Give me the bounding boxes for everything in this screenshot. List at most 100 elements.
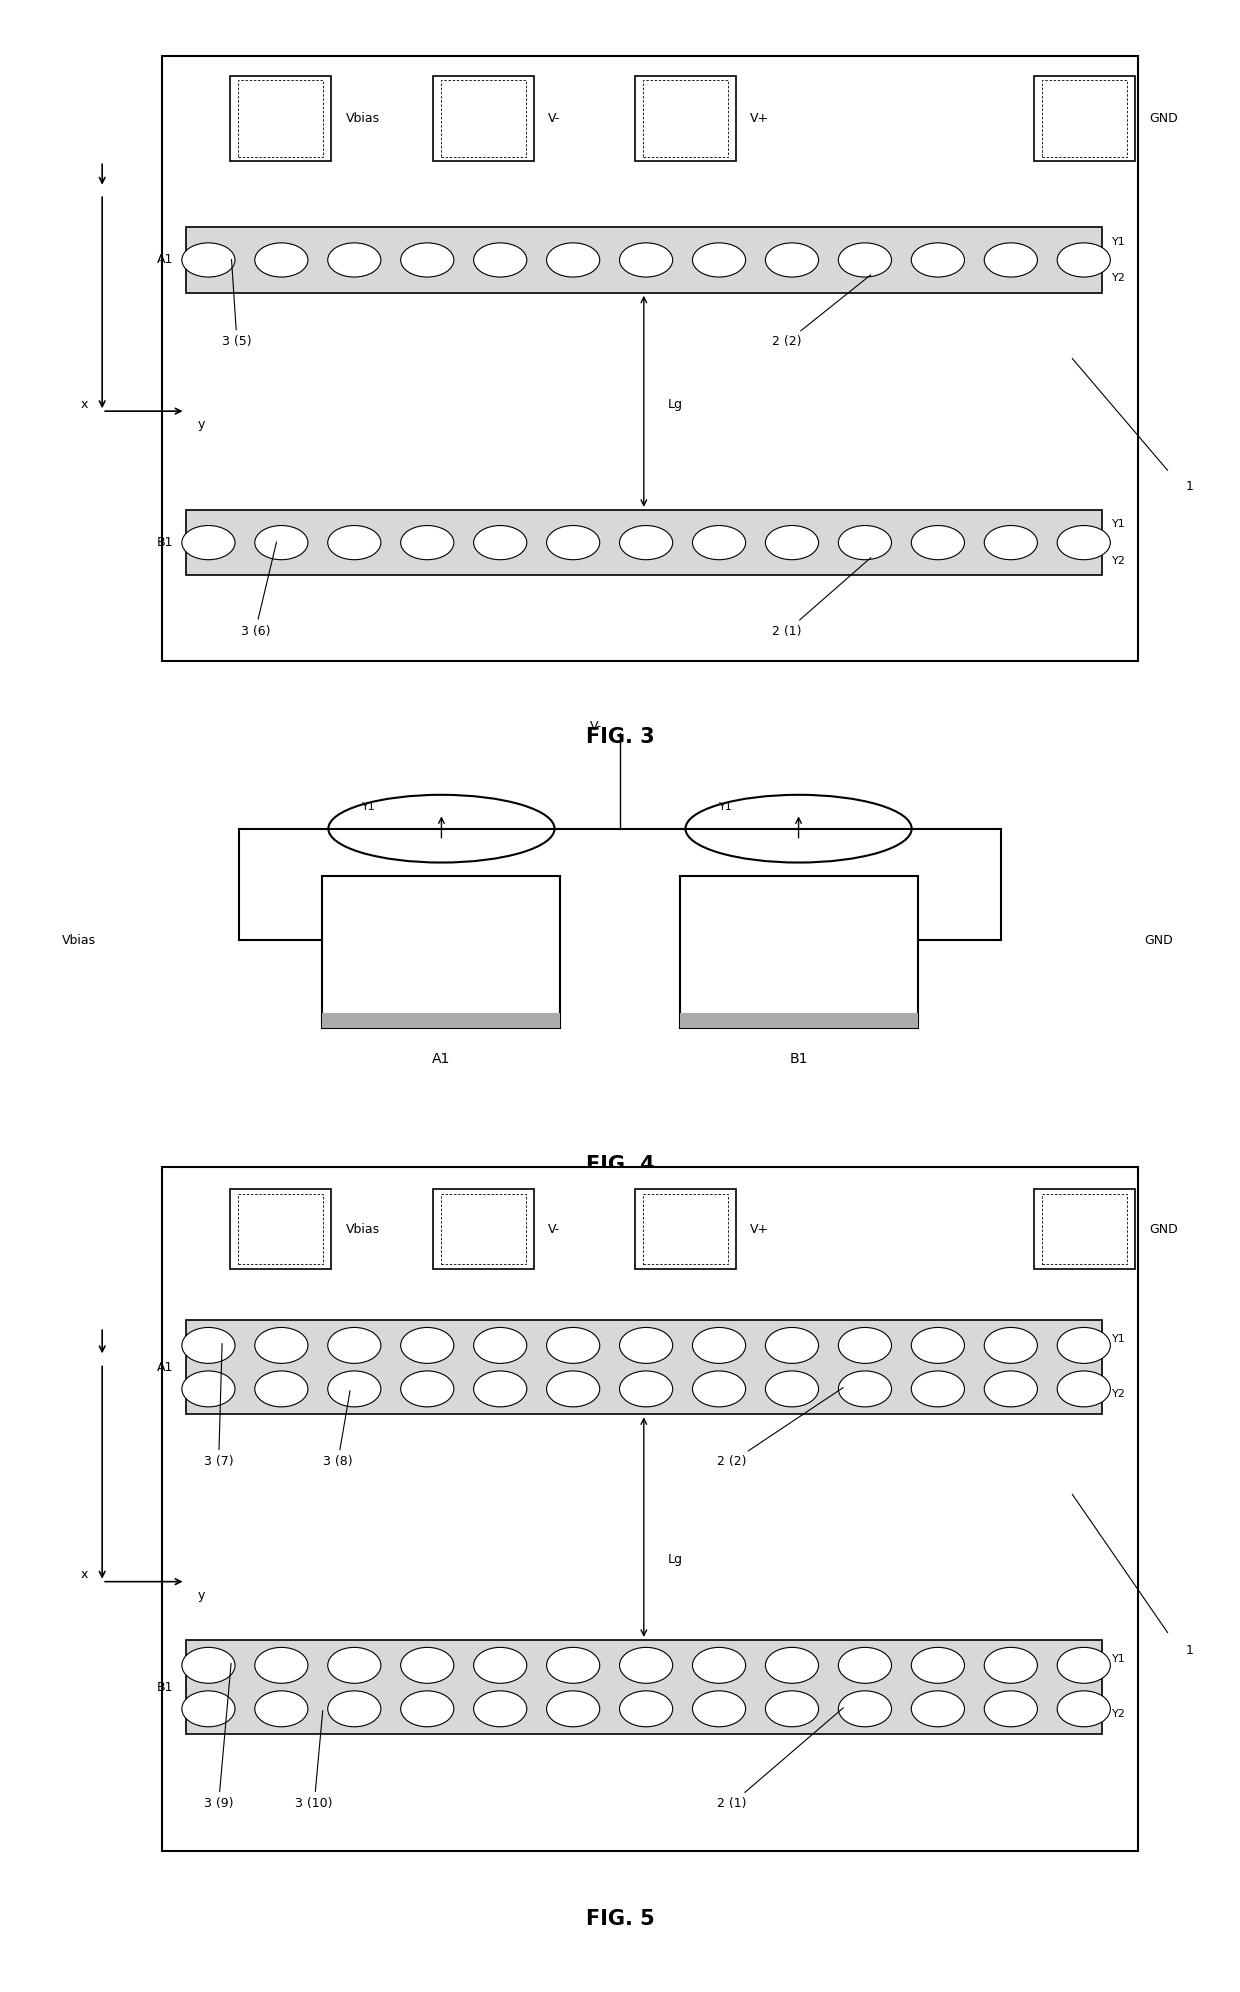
- Bar: [161, 1167, 1138, 1851]
- Ellipse shape: [327, 1691, 381, 1727]
- Ellipse shape: [985, 1327, 1038, 1363]
- Text: Vbias: Vbias: [346, 1223, 379, 1235]
- Text: B1: B1: [157, 536, 174, 550]
- Ellipse shape: [182, 243, 236, 277]
- Text: FIG. 5: FIG. 5: [585, 1908, 655, 1928]
- Ellipse shape: [838, 1370, 892, 1406]
- Ellipse shape: [327, 1370, 381, 1406]
- Ellipse shape: [254, 526, 308, 560]
- Ellipse shape: [765, 1327, 818, 1363]
- Text: B1: B1: [790, 1052, 807, 1066]
- Text: 3 (6): 3 (6): [241, 542, 277, 637]
- Ellipse shape: [765, 1691, 818, 1727]
- Ellipse shape: [620, 1370, 672, 1406]
- Text: FIG. 3: FIG. 3: [585, 727, 655, 747]
- Ellipse shape: [254, 1691, 308, 1727]
- Ellipse shape: [620, 1647, 672, 1683]
- Ellipse shape: [254, 1647, 308, 1683]
- Text: V-: V-: [590, 719, 603, 733]
- Text: Vbias: Vbias: [346, 112, 379, 125]
- Text: 3 (8): 3 (8): [322, 1390, 352, 1468]
- Ellipse shape: [474, 1691, 527, 1727]
- Ellipse shape: [327, 526, 381, 560]
- Ellipse shape: [547, 1647, 600, 1683]
- Ellipse shape: [692, 243, 745, 277]
- Ellipse shape: [547, 526, 600, 560]
- Ellipse shape: [182, 1647, 236, 1683]
- Text: V+: V+: [750, 1223, 770, 1235]
- Bar: [238, 1193, 324, 1265]
- Text: y: y: [197, 418, 205, 430]
- Bar: [1034, 76, 1135, 161]
- Ellipse shape: [329, 795, 554, 863]
- Text: Y2: Y2: [1111, 273, 1126, 283]
- Bar: [238, 80, 324, 157]
- Ellipse shape: [401, 1647, 454, 1683]
- Ellipse shape: [1058, 1327, 1110, 1363]
- Bar: [644, 80, 728, 157]
- Bar: [644, 1193, 728, 1265]
- Bar: [433, 76, 533, 161]
- Bar: [635, 1189, 737, 1269]
- Bar: [440, 1193, 526, 1265]
- Text: 3 (5): 3 (5): [222, 259, 252, 349]
- Text: 1: 1: [1185, 1643, 1193, 1657]
- Bar: [186, 227, 1102, 293]
- Ellipse shape: [765, 1370, 818, 1406]
- Text: Lg: Lg: [667, 398, 682, 410]
- Text: Vbias: Vbias: [62, 934, 97, 946]
- Ellipse shape: [692, 526, 745, 560]
- Bar: [680, 876, 918, 1028]
- Ellipse shape: [692, 1647, 745, 1683]
- Text: GND: GND: [1149, 112, 1178, 125]
- Text: Y1: Y1: [1111, 1653, 1126, 1663]
- Bar: [433, 1189, 533, 1269]
- Ellipse shape: [1058, 1691, 1110, 1727]
- Ellipse shape: [765, 243, 818, 277]
- Text: B1: B1: [157, 1681, 174, 1693]
- Ellipse shape: [1058, 526, 1110, 560]
- Ellipse shape: [401, 1370, 454, 1406]
- Text: x: x: [81, 1568, 88, 1582]
- Ellipse shape: [911, 526, 965, 560]
- Ellipse shape: [1058, 1647, 1110, 1683]
- Ellipse shape: [911, 1647, 965, 1683]
- Text: FIG. 4: FIG. 4: [585, 1155, 655, 1175]
- Text: Y2: Y2: [1111, 556, 1126, 566]
- Text: V+: V+: [750, 112, 770, 125]
- Ellipse shape: [327, 243, 381, 277]
- Ellipse shape: [620, 1327, 672, 1363]
- Ellipse shape: [985, 526, 1038, 560]
- Ellipse shape: [474, 243, 527, 277]
- Text: A1: A1: [157, 253, 174, 267]
- Ellipse shape: [547, 1370, 600, 1406]
- Text: 3 (9): 3 (9): [203, 1663, 233, 1811]
- Ellipse shape: [911, 243, 965, 277]
- Text: GND: GND: [1143, 934, 1173, 946]
- Ellipse shape: [182, 1370, 236, 1406]
- Text: Y2: Y2: [1111, 1388, 1126, 1398]
- Ellipse shape: [254, 1370, 308, 1406]
- Bar: [1034, 1189, 1135, 1269]
- Bar: [680, 1012, 918, 1028]
- Text: Y1: Y1: [362, 801, 376, 813]
- Ellipse shape: [474, 1647, 527, 1683]
- Text: 3 (7): 3 (7): [203, 1343, 233, 1468]
- Ellipse shape: [692, 1370, 745, 1406]
- Bar: [322, 1012, 560, 1028]
- Text: Y1: Y1: [719, 801, 733, 813]
- Ellipse shape: [547, 1327, 600, 1363]
- Text: Lg: Lg: [667, 1554, 682, 1566]
- Ellipse shape: [327, 1647, 381, 1683]
- Ellipse shape: [254, 1327, 308, 1363]
- Text: 1: 1: [1185, 480, 1193, 494]
- Text: 2 (1): 2 (1): [773, 558, 870, 637]
- Ellipse shape: [838, 1647, 892, 1683]
- Bar: [186, 1321, 1102, 1414]
- Ellipse shape: [182, 526, 236, 560]
- Ellipse shape: [765, 526, 818, 560]
- Bar: [440, 80, 526, 157]
- Ellipse shape: [474, 1370, 527, 1406]
- Ellipse shape: [1058, 1370, 1110, 1406]
- Ellipse shape: [620, 526, 672, 560]
